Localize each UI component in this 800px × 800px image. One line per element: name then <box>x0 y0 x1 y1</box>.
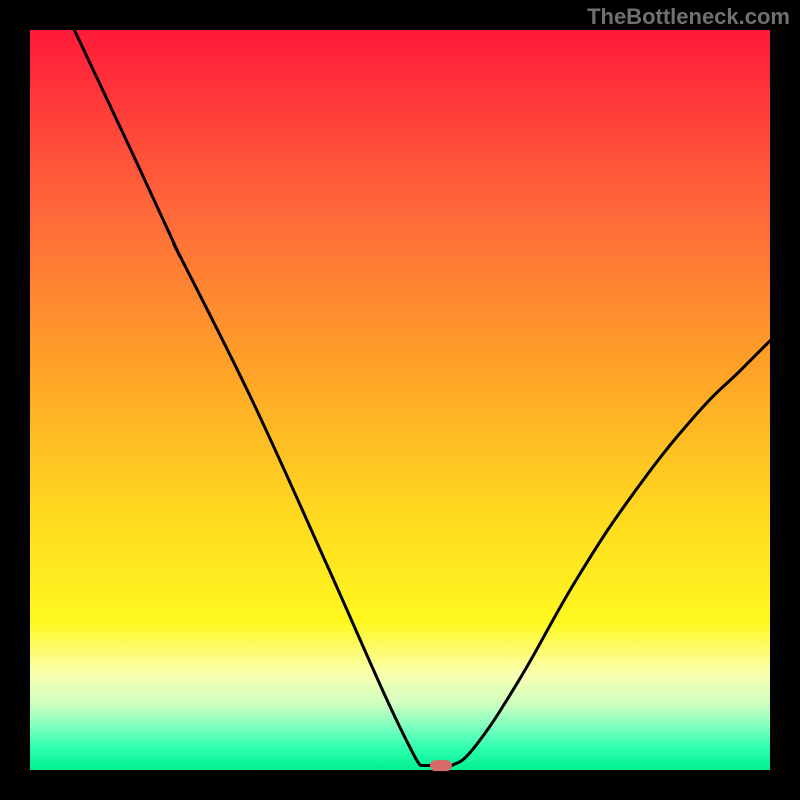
plot-area <box>30 30 770 770</box>
bottleneck-chart: TheBottleneck.com <box>0 0 800 800</box>
curve-svg <box>30 30 770 770</box>
watermark-text: TheBottleneck.com <box>587 4 790 30</box>
optimum-marker <box>430 760 452 772</box>
bottleneck-curve <box>74 30 770 766</box>
